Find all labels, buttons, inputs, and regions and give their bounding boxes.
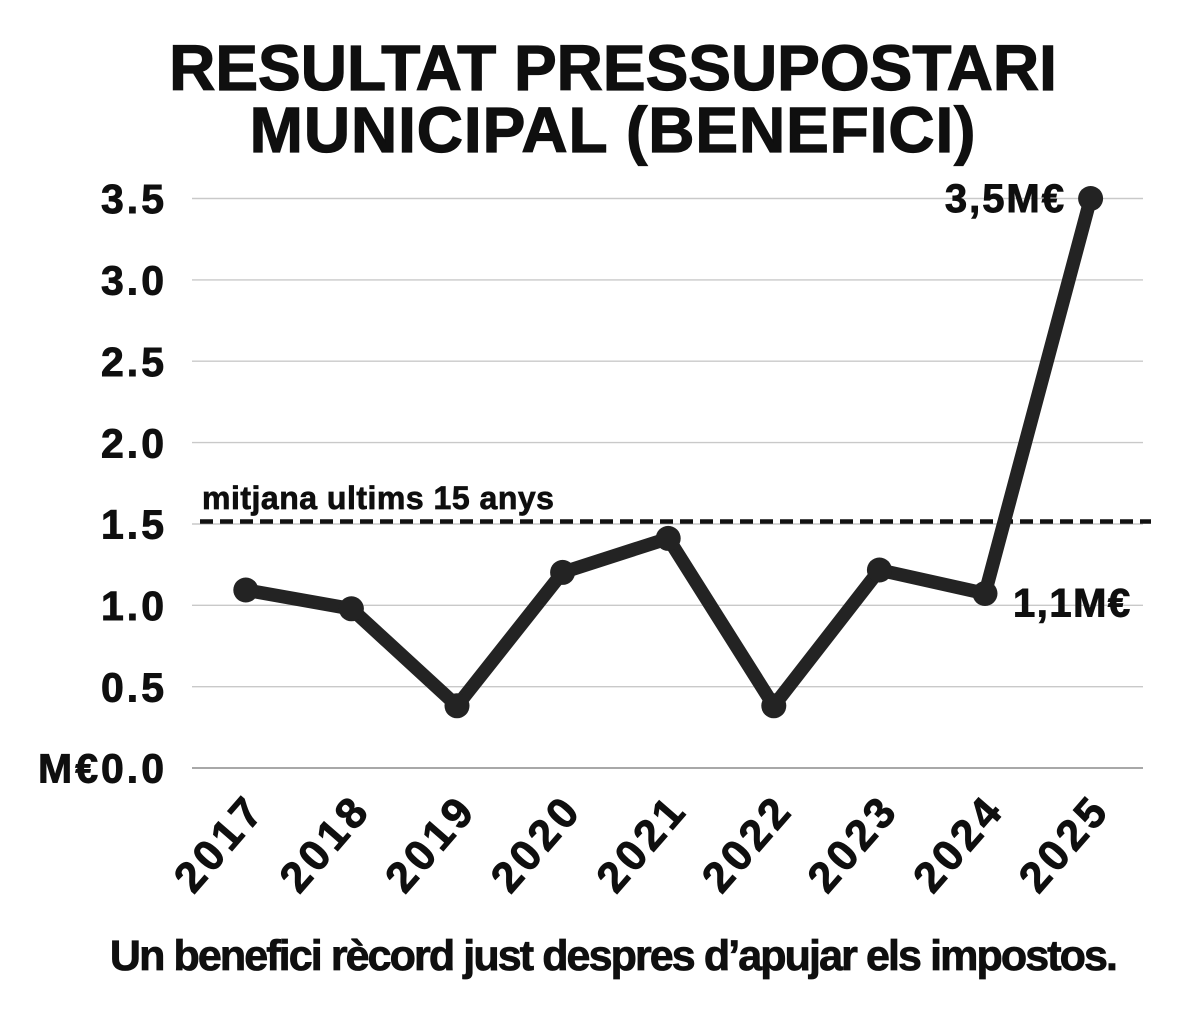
svg-text:1,1M€: 1,1M€: [1013, 582, 1132, 626]
svg-text:1.5: 1.5: [101, 502, 167, 548]
svg-text:2.0: 2.0: [101, 420, 167, 466]
svg-text:3.5: 3.5: [101, 176, 167, 222]
svg-text:M€0.0: M€0.0: [38, 746, 167, 792]
svg-text:3,5M€: 3,5M€: [945, 177, 1066, 221]
svg-text:MUNICIPAL (BENEFICI): MUNICIPAL (BENEFICI): [250, 94, 977, 166]
svg-text:Un benefici rècord just despre: Un benefici rècord just despres d’apujar…: [110, 932, 1116, 980]
svg-text:2.5: 2.5: [101, 339, 167, 385]
svg-text:0.5: 0.5: [101, 664, 167, 710]
svg-text:3.0: 3.0: [101, 258, 167, 304]
svg-text:RESULTAT PRESSUPOSTARI: RESULTAT PRESSUPOSTARI: [169, 32, 1057, 104]
svg-text:mitjana ultims 15 anys: mitjana ultims 15 anys: [202, 480, 554, 516]
svg-text:1.0: 1.0: [101, 583, 167, 629]
